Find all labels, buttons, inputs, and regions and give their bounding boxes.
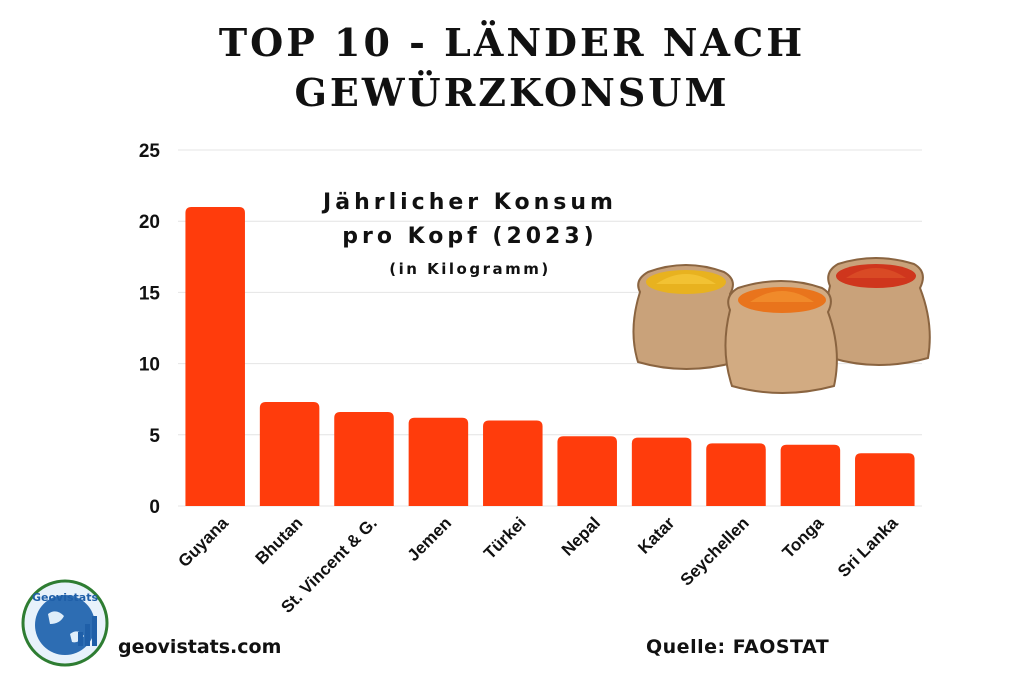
x-tick-label: Seychellen: [677, 513, 753, 589]
bar-st-vincent-g-: [334, 412, 394, 506]
logo-text: Geovistats: [31, 591, 99, 604]
y-tick-label: 20: [139, 212, 160, 233]
chart-subtitle: Jährlicher Konsum pro Kopf (2023) (in Ki…: [290, 186, 650, 284]
x-tick-label: Jemen: [404, 513, 456, 565]
bar-nepal: [557, 436, 617, 506]
bar-seychellen: [706, 443, 766, 506]
y-tick-label: 0: [149, 497, 160, 518]
source-note: Quelle: FAOSTAT: [646, 636, 830, 658]
x-tick-label: Sri Lanka: [834, 513, 902, 581]
title-line-2: GEWÜRZKONSUM: [294, 70, 730, 115]
x-tick-label: Nepal: [558, 513, 604, 559]
title-line-1: TOP 10 - LÄNDER NACH: [218, 20, 806, 65]
y-axis-tick-labels: 0 5 10 15 20 25: [139, 141, 161, 518]
geovistats-logo: [21, 579, 109, 667]
x-tick-label: Katar: [634, 513, 678, 557]
bar-katar: [631, 437, 692, 506]
subtitle-unit: (in Kilogramm): [389, 260, 551, 278]
y-tick-label: 5: [149, 426, 160, 447]
x-tick-label: Türkei: [480, 513, 530, 563]
bar-tonga: [780, 444, 841, 506]
bar-t-rkei: [483, 420, 543, 506]
subtitle-line-2: pro Kopf (2023): [342, 224, 598, 249]
website-link[interactable]: geovistats.com: [118, 636, 282, 658]
bars: [185, 206, 915, 506]
chart-title: TOP 10 - LÄNDER NACH GEWÜRZKONSUM: [0, 18, 1024, 118]
sack-orange: [724, 280, 838, 394]
bar-jemen: [408, 417, 469, 506]
subtitle-line-1: Jährlicher Konsum: [323, 190, 617, 215]
x-tick-label: Guyana: [174, 513, 232, 571]
spice-sacks-illustration: [632, 257, 931, 394]
x-tick-label: Bhutan: [252, 513, 307, 568]
y-tick-label: 15: [139, 283, 161, 304]
bar-guyana: [185, 206, 245, 506]
sack-yellow: [632, 264, 739, 370]
x-tick-label: Tonga: [779, 513, 828, 562]
y-tick-label: 25: [139, 141, 161, 162]
bar-bhutan: [259, 402, 320, 506]
bar-sri-lanka: [855, 453, 915, 506]
y-tick-label: 10: [139, 355, 160, 376]
sack-red: [824, 257, 931, 366]
